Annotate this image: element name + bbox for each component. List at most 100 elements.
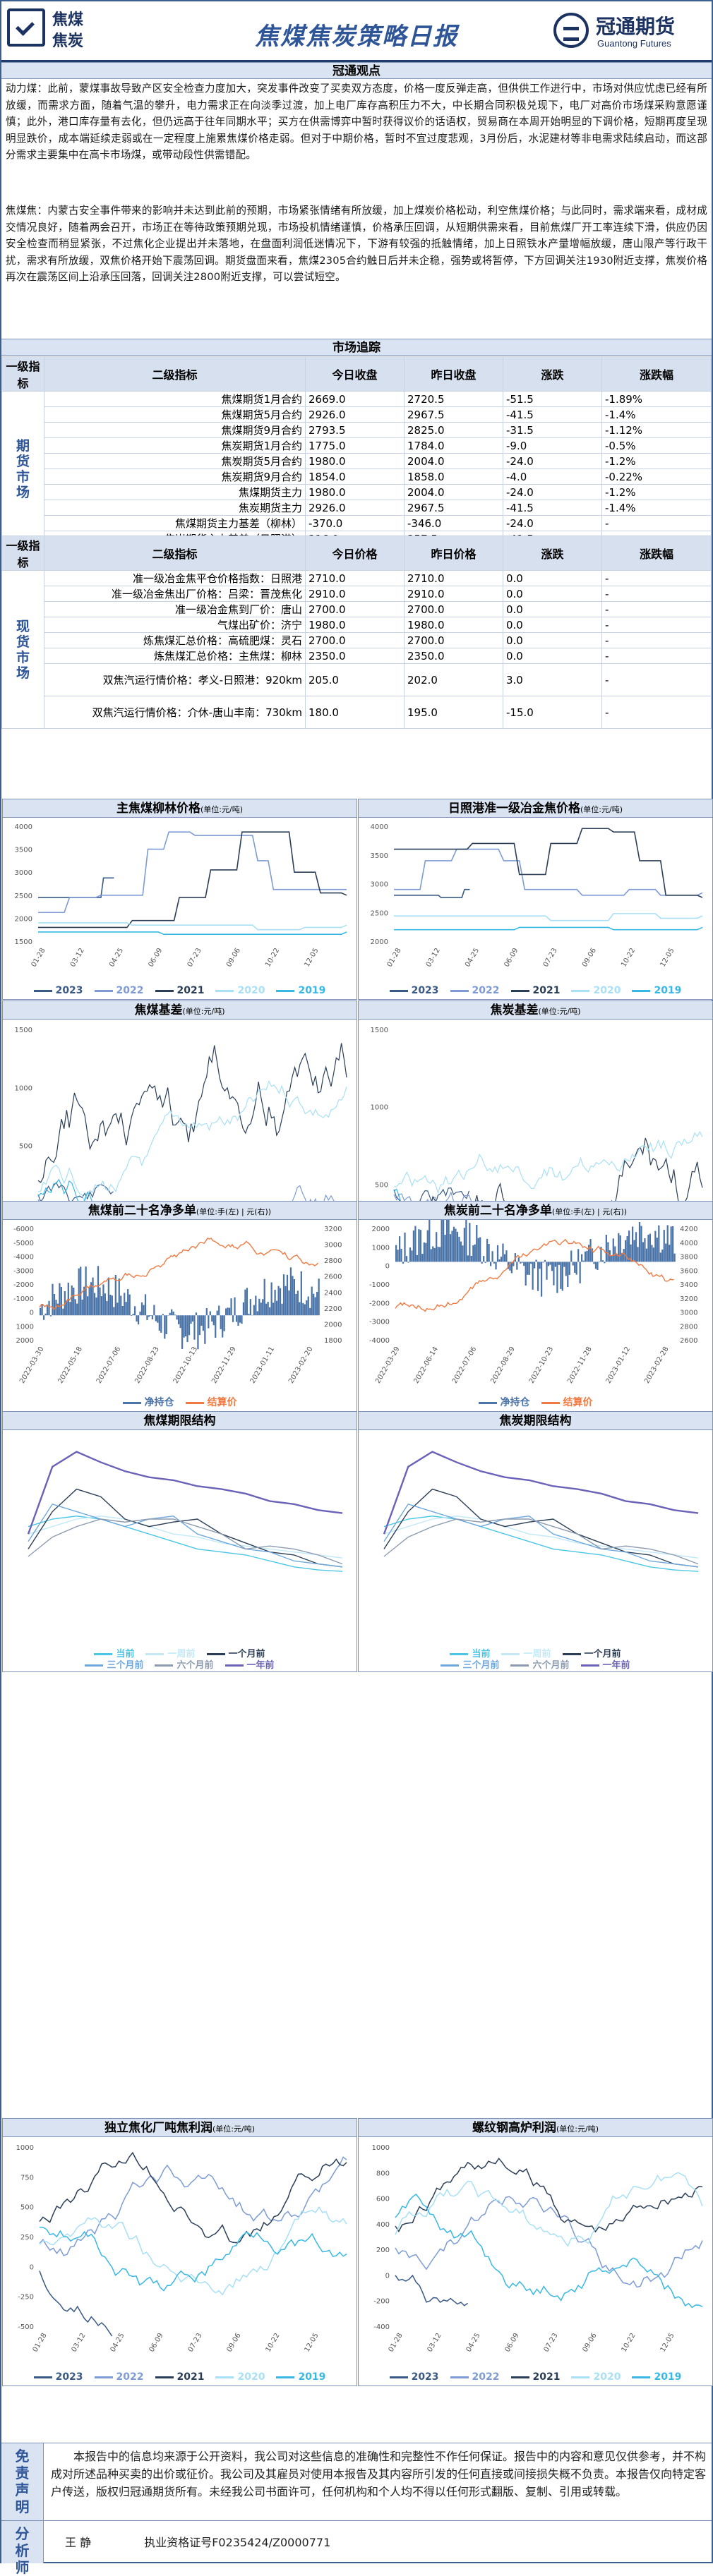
net-position-bar xyxy=(306,1300,307,1315)
net-position-bar xyxy=(478,1238,479,1262)
net-position-bar xyxy=(639,1222,640,1262)
x-tick-label: 07-23 xyxy=(543,2332,560,2354)
net-position-bar xyxy=(411,1250,412,1262)
net-position-bar xyxy=(481,1262,483,1264)
change-pct: - xyxy=(602,516,712,531)
today-value: 1980.0 xyxy=(306,454,405,469)
net-position-bar xyxy=(573,1262,574,1265)
chart-title-text: 焦炭前二十名净多单 xyxy=(444,1204,552,1218)
legend-item: 2022 xyxy=(95,985,144,996)
y-right-tick-label: 2200 xyxy=(324,1305,342,1313)
category-label: 期货市场 xyxy=(16,438,30,500)
series-line-2022 xyxy=(40,2157,347,2255)
y-tick-label: -400 xyxy=(373,2323,390,2331)
series-line-2023 xyxy=(38,878,114,897)
net-position-bar xyxy=(399,1236,400,1262)
net-position-bar xyxy=(570,1250,572,1262)
net-position-bar xyxy=(657,1238,658,1262)
net-position-bar xyxy=(404,1233,405,1262)
chart-legend: 净持仓结算价 xyxy=(3,1395,356,1409)
net-position-bar xyxy=(409,1247,411,1262)
net-position-bar xyxy=(220,1315,222,1329)
today-value: 1854.0 xyxy=(306,469,405,485)
x-tick-label: 2023-02-28 xyxy=(643,1346,671,1385)
net-position-bar xyxy=(59,1283,60,1316)
legend-label: 一年前 xyxy=(247,1660,275,1671)
net-position-bar xyxy=(606,1235,607,1262)
net-position-bar xyxy=(164,1315,165,1338)
y-tick-label: -1000 xyxy=(13,1295,34,1303)
net-position-bar xyxy=(421,1254,423,1262)
net-position-bar xyxy=(152,1315,153,1319)
net-position-bar xyxy=(288,1290,289,1315)
net-position-bar xyxy=(453,1227,455,1262)
net-position-bar xyxy=(462,1245,463,1262)
net-position-bar xyxy=(85,1266,87,1315)
indicator-name: 焦煤期货主力 xyxy=(44,485,306,500)
legend-label: 2020 xyxy=(237,985,265,996)
legend-item: 2022 xyxy=(95,2371,144,2383)
net-position-bar xyxy=(211,1315,212,1322)
legend-swatch xyxy=(34,990,52,992)
legend-swatch xyxy=(85,1664,103,1667)
net-position-bar xyxy=(582,1261,584,1262)
series-line-2023 xyxy=(394,890,469,897)
chart-unit: (单位:元/吨) xyxy=(556,2124,599,2134)
net-position-bar xyxy=(215,1315,216,1338)
legend-label: 2023 xyxy=(56,2371,83,2383)
net-position-bar xyxy=(309,1308,311,1315)
x-tick-label: 06-09 xyxy=(504,2332,521,2354)
x-tick-label: 2023-02-20 xyxy=(287,1346,315,1385)
y-right-tick-label: 1800 xyxy=(324,1337,342,1345)
net-position-bar xyxy=(443,1220,444,1262)
legend-item: 三个月前 xyxy=(85,1660,143,1671)
spot-table: 一级指标 二级指标 今日价格 昨日价格 涨跌 涨跌幅 现货市场准一级冶金焦平仓价… xyxy=(1,536,712,729)
y-tick-label: 2000 xyxy=(16,1337,34,1345)
chart-title-text: 螺纹钢高炉利润 xyxy=(472,2121,556,2135)
net-position-bar xyxy=(248,1314,249,1315)
net-position-bar xyxy=(674,1254,676,1262)
legend-item: 2021 xyxy=(155,985,205,996)
net-position-bar xyxy=(131,1315,132,1316)
yesterday-value: 2350.0 xyxy=(405,648,503,664)
legend-swatch xyxy=(510,1664,529,1667)
legend-item: 三个月前 xyxy=(441,1660,499,1671)
legend-item: 当前 xyxy=(94,1649,134,1660)
today-value: 1980.0 xyxy=(306,485,405,500)
series-line-2020 xyxy=(395,2172,702,2246)
chart-unit: (单位:元/吨) xyxy=(539,1007,581,1016)
net-position-bar xyxy=(239,1315,241,1322)
y-tick-label: 2000 xyxy=(15,915,32,923)
net-position-bar xyxy=(234,1298,235,1315)
yesterday-value: 2967.5 xyxy=(405,500,503,516)
net-position-bar xyxy=(646,1249,647,1262)
today-value: 2669.0 xyxy=(306,392,405,407)
net-position-bar xyxy=(467,1255,469,1262)
legend-item: 2019 xyxy=(632,2371,681,2383)
net-position-bar xyxy=(618,1233,619,1262)
indicator-name: 炼焦煤汇总价格：主焦煤：柳林 xyxy=(44,648,306,664)
net-position-bar xyxy=(530,1262,532,1264)
y-tick-label: 500 xyxy=(19,1143,32,1151)
net-position-bar xyxy=(150,1315,151,1316)
series-line-2021 xyxy=(394,828,702,897)
futures-table-header: 一级指标 二级指标 今日收盘 昨日收盘 涨跌 涨跌幅 xyxy=(2,357,712,392)
net-position-bar xyxy=(593,1262,594,1264)
series-line-2019 xyxy=(40,2227,347,2291)
legend-item: 2019 xyxy=(276,985,325,996)
today-value: 2710.0 xyxy=(306,571,405,586)
net-position-bar xyxy=(200,1315,202,1326)
yesterday-value: 2967.5 xyxy=(405,407,503,423)
net-position-bar xyxy=(395,1245,397,1262)
net-position-bar xyxy=(649,1234,651,1262)
net-position-bar xyxy=(497,1245,498,1262)
net-position-bar xyxy=(505,1250,507,1262)
net-position-bar xyxy=(302,1303,304,1315)
col-yesterday: 昨日收盘 xyxy=(405,357,503,392)
net-position-bar xyxy=(277,1286,279,1316)
net-position-bar xyxy=(490,1262,491,1266)
